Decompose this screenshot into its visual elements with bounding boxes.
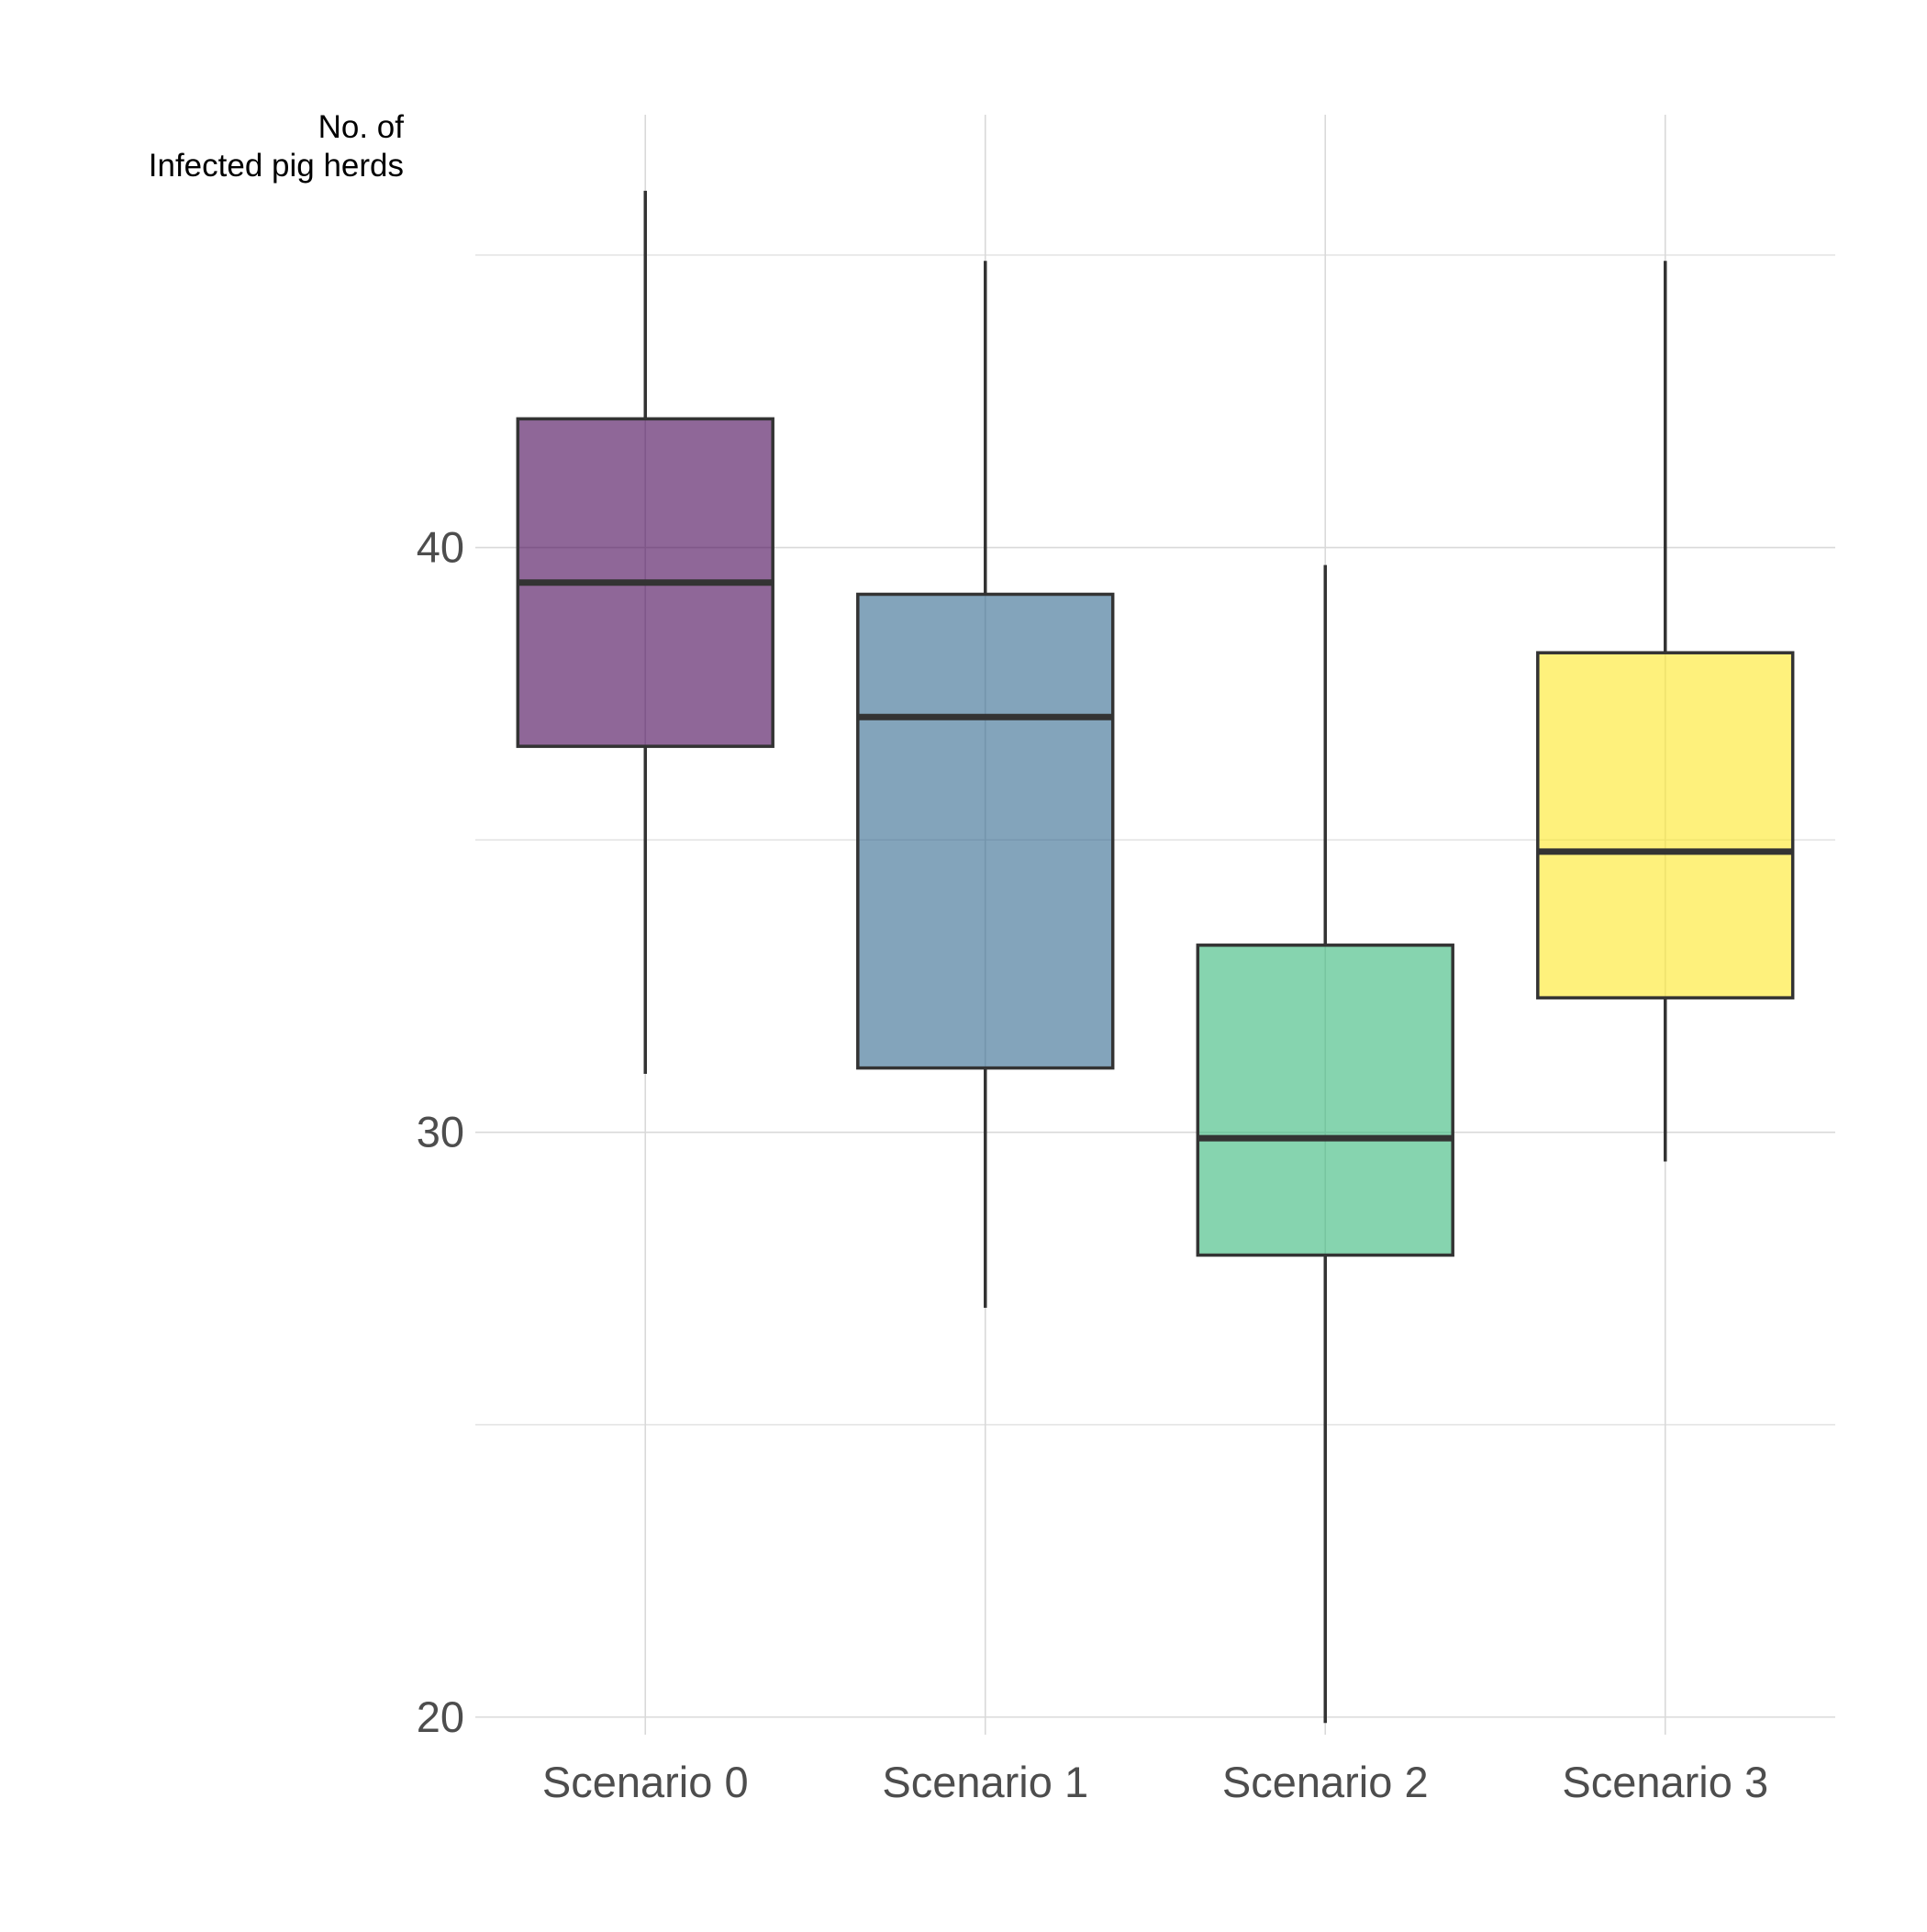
y-tick-label: 20 <box>417 1692 464 1741</box>
box-3 <box>1536 651 1795 1000</box>
y-axis-title-line-2: Infected pig herds <box>148 148 404 184</box>
y-axis-title: No. of Infected pig herds <box>92 108 404 185</box>
y-axis-title-line-1: No. of <box>317 109 404 145</box>
y-tick-label: 40 <box>417 523 464 572</box>
x-tick-label: Scenario 3 <box>1562 1758 1768 1806</box>
box-2 <box>1196 944 1454 1257</box>
y-tick-label: 30 <box>417 1108 464 1156</box>
x-tick-label: Scenario 1 <box>882 1758 1088 1806</box>
x-tick-label: Scenario 0 <box>542 1758 749 1806</box>
x-tick-label: Scenario 2 <box>1222 1758 1429 1806</box>
box-1 <box>856 592 1115 1070</box>
